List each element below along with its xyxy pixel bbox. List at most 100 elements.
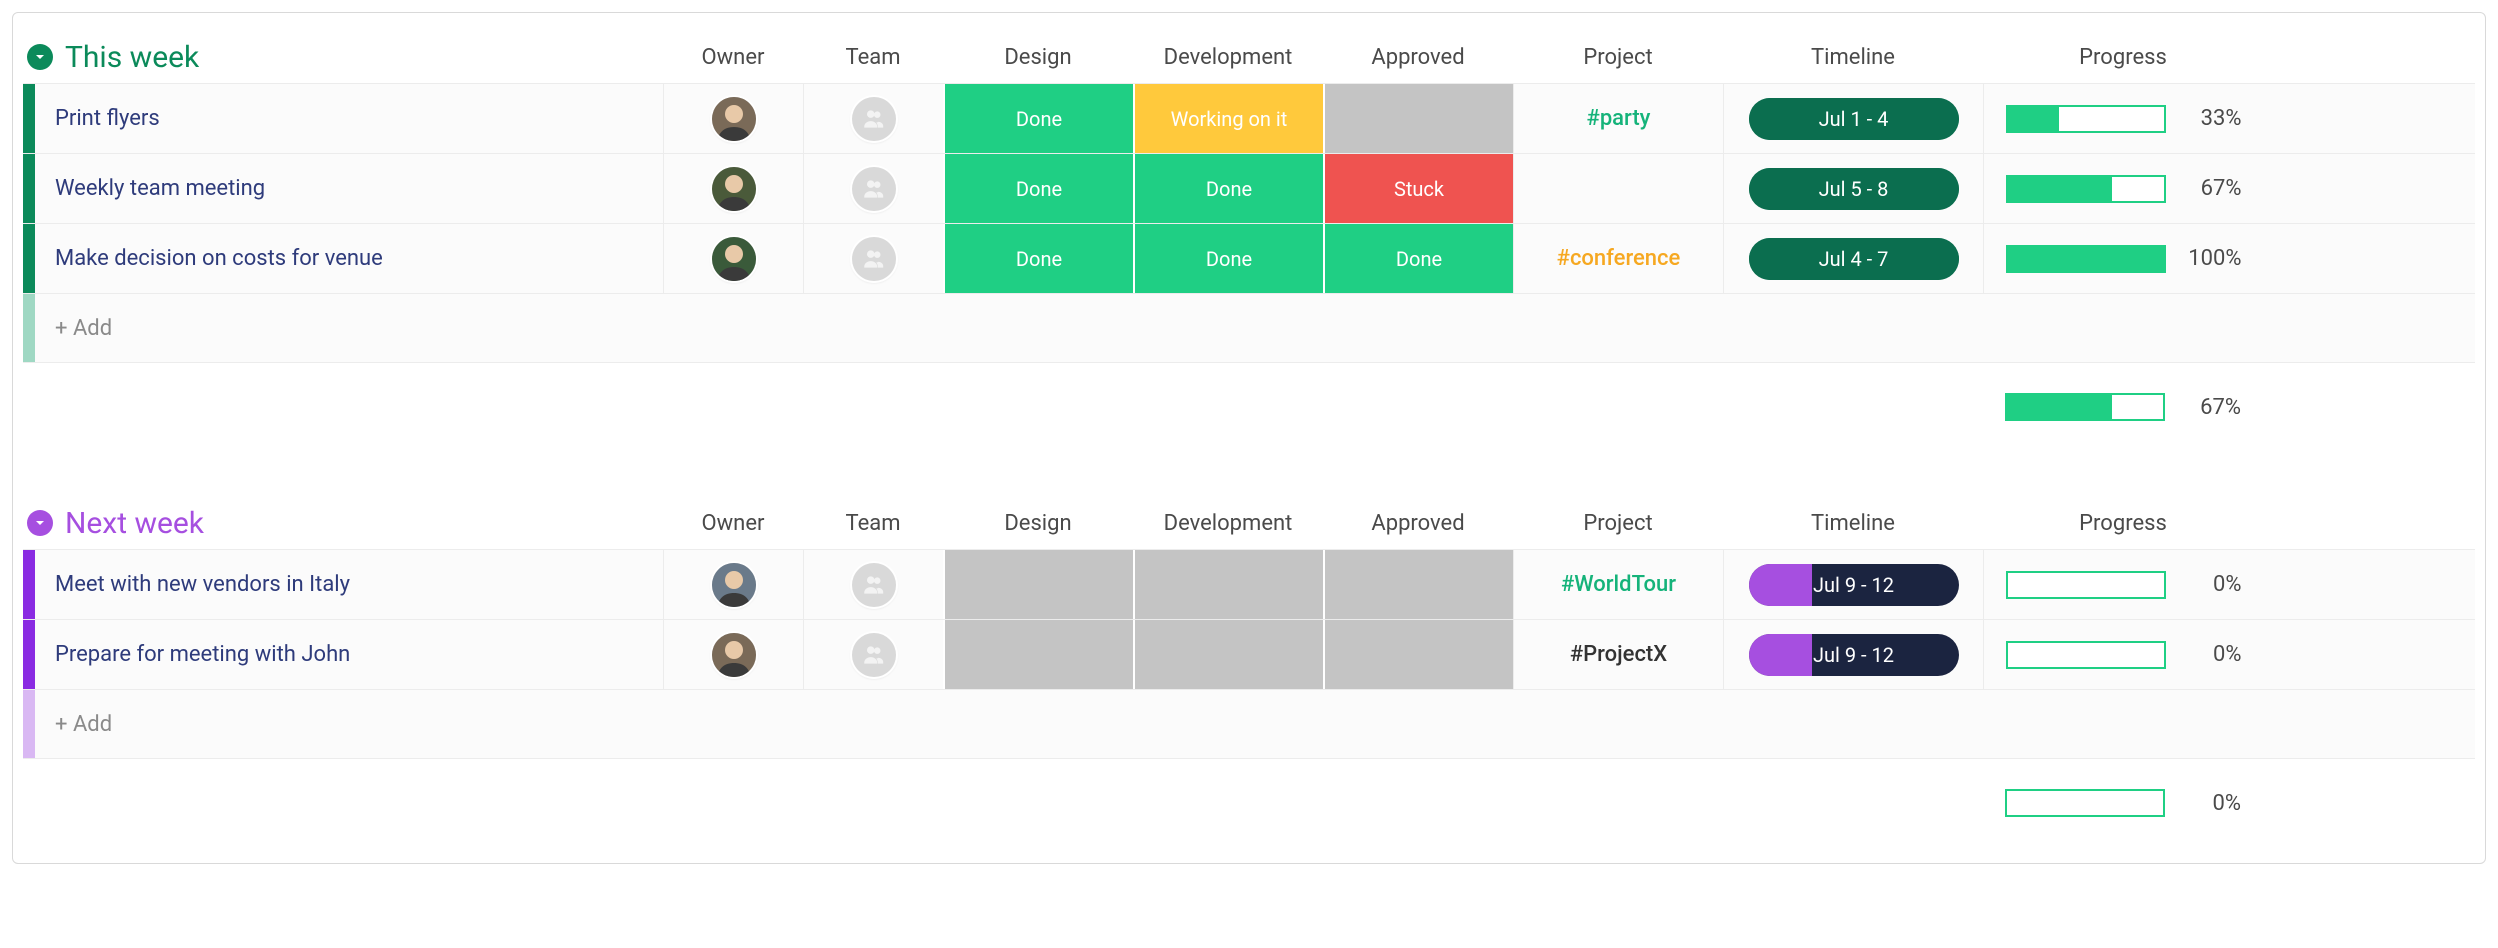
status-cell-done[interactable]: Done [943,224,1133,293]
table-row[interactable]: Make decision on costs for venueDoneDone… [23,223,2475,293]
column-header[interactable]: Timeline [1723,45,1983,70]
project-cell[interactable] [1513,154,1723,223]
group-title[interactable]: This week [65,40,199,75]
owner-avatar[interactable] [712,167,756,211]
column-header[interactable]: Progress [1983,511,2263,536]
team-avatar-placeholder[interactable] [852,237,896,281]
task-name-cell[interactable]: Print flyers [23,84,663,153]
column-header[interactable]: Approved [1323,45,1513,70]
timeline-cell[interactable]: Jul 9 - 12 [1723,620,1983,689]
team-cell[interactable] [803,224,943,293]
table-row[interactable]: Meet with new vendors in Italy #WorldTour… [23,549,2475,619]
status-cell-working[interactable]: Working on it [1133,84,1323,153]
owner-cell[interactable] [663,620,803,689]
progress-percent: 100% [2180,246,2242,271]
progress-bar [2006,571,2166,599]
team-cell[interactable] [803,550,943,619]
group-next-week: Next week OwnerTeamDesignDevelopmentAppro… [23,497,2475,833]
timeline-pill[interactable]: Jul 1 - 4 [1749,98,1959,140]
column-header[interactable]: Project [1513,511,1723,536]
task-name-cell[interactable]: Make decision on costs for venue [23,224,663,293]
column-header[interactable]: Owner [663,511,803,536]
owner-avatar[interactable] [712,563,756,607]
timeline-cell[interactable]: Jul 1 - 4 [1723,84,1983,153]
group-color-bar-light [23,690,35,758]
timeline-label: Jul 4 - 7 [1819,247,1889,271]
team-cell[interactable] [803,154,943,223]
status-cell-empty[interactable] [1323,620,1513,689]
column-header[interactable]: Approved [1323,511,1513,536]
column-header[interactable]: Team [803,45,943,70]
status-cell-done[interactable]: Done [1323,224,1513,293]
project-cell[interactable]: #WorldTour [1513,550,1723,619]
group-title[interactable]: Next week [65,506,204,541]
task-name: Weekly team meeting [35,176,265,201]
status-cell-done[interactable]: Done [943,84,1133,153]
status-cell-empty[interactable] [943,550,1133,619]
owner-avatar[interactable] [712,97,756,141]
timeline-pill[interactable]: Jul 9 - 12 [1749,634,1959,676]
timeline-pill[interactable]: Jul 9 - 12 [1749,564,1959,606]
timeline-pill[interactable]: Jul 5 - 8 [1749,168,1959,210]
status-cell-empty[interactable] [1323,550,1513,619]
timeline-cell[interactable]: Jul 4 - 7 [1723,224,1983,293]
status-cell-empty[interactable] [1133,620,1323,689]
progress-bar [2006,245,2166,273]
team-avatar-placeholder[interactable] [852,167,896,211]
table-row[interactable]: Print flyers DoneWorking on it #party Jul 1… [23,83,2475,153]
column-header[interactable]: Team [803,511,943,536]
task-name-cell[interactable]: Meet with new vendors in Italy [23,550,663,619]
project-cell[interactable]: #ProjectX [1513,620,1723,689]
column-header[interactable]: Timeline [1723,511,1983,536]
add-row-name-cell[interactable]: + Add [23,294,663,362]
table-row[interactable]: Weekly team meetingDoneDoneStuckJul 5 - … [23,153,2475,223]
add-row[interactable]: + Add [23,293,2475,363]
status-cell-empty[interactable] [1323,84,1513,153]
task-name: Prepare for meeting with John [35,642,350,667]
add-row-name-cell[interactable]: + Add [23,690,663,758]
column-header[interactable]: Owner [663,45,803,70]
column-header[interactable]: Project [1513,45,1723,70]
add-row[interactable]: + Add [23,689,2475,759]
group-summary-row: 0% [23,773,2475,833]
timeline-cell[interactable]: Jul 5 - 8 [1723,154,1983,223]
status-cell-stuck[interactable]: Stuck [1323,154,1513,223]
timeline-pill[interactable]: Jul 4 - 7 [1749,238,1959,280]
status-cell-done[interactable]: Done [1133,224,1323,293]
column-header[interactable]: Development [1133,511,1323,536]
collapse-toggle[interactable] [27,510,53,536]
status-cell-empty[interactable] [1133,550,1323,619]
status-cell-done[interactable]: Done [943,154,1133,223]
project-cell[interactable]: #conference [1513,224,1723,293]
group-color-bar-light [23,294,35,362]
team-cell[interactable] [803,84,943,153]
progress-percent: 33% [2180,106,2242,131]
team-cell[interactable] [803,620,943,689]
owner-avatar[interactable] [712,633,756,677]
status-cell-done[interactable]: Done [1133,154,1323,223]
owner-cell[interactable] [663,154,803,223]
owner-cell[interactable] [663,84,803,153]
collapse-toggle[interactable] [27,44,53,70]
team-avatar-placeholder[interactable] [852,633,896,677]
table-row[interactable]: Prepare for meeting with John #ProjectX Ju… [23,619,2475,689]
progress-percent: 0% [2180,572,2242,597]
column-header[interactable]: Design [943,45,1133,70]
progress-percent: 0% [2180,642,2242,667]
timeline-cell[interactable]: Jul 9 - 12 [1723,550,1983,619]
task-name: Meet with new vendors in Italy [35,572,350,597]
task-name-cell[interactable]: Prepare for meeting with John [23,620,663,689]
column-header[interactable]: Development [1133,45,1323,70]
project-cell[interactable]: #party [1513,84,1723,153]
group-summary-row: 67% [23,377,2475,437]
owner-avatar[interactable] [712,237,756,281]
task-name-cell[interactable]: Weekly team meeting [23,154,663,223]
owner-cell[interactable] [663,550,803,619]
owner-cell[interactable] [663,224,803,293]
team-avatar-placeholder[interactable] [852,97,896,141]
progress-cell: 0% [1983,620,2263,689]
column-header[interactable]: Progress [1983,45,2263,70]
status-cell-empty[interactable] [943,620,1133,689]
column-header[interactable]: Design [943,511,1133,536]
team-avatar-placeholder[interactable] [852,563,896,607]
